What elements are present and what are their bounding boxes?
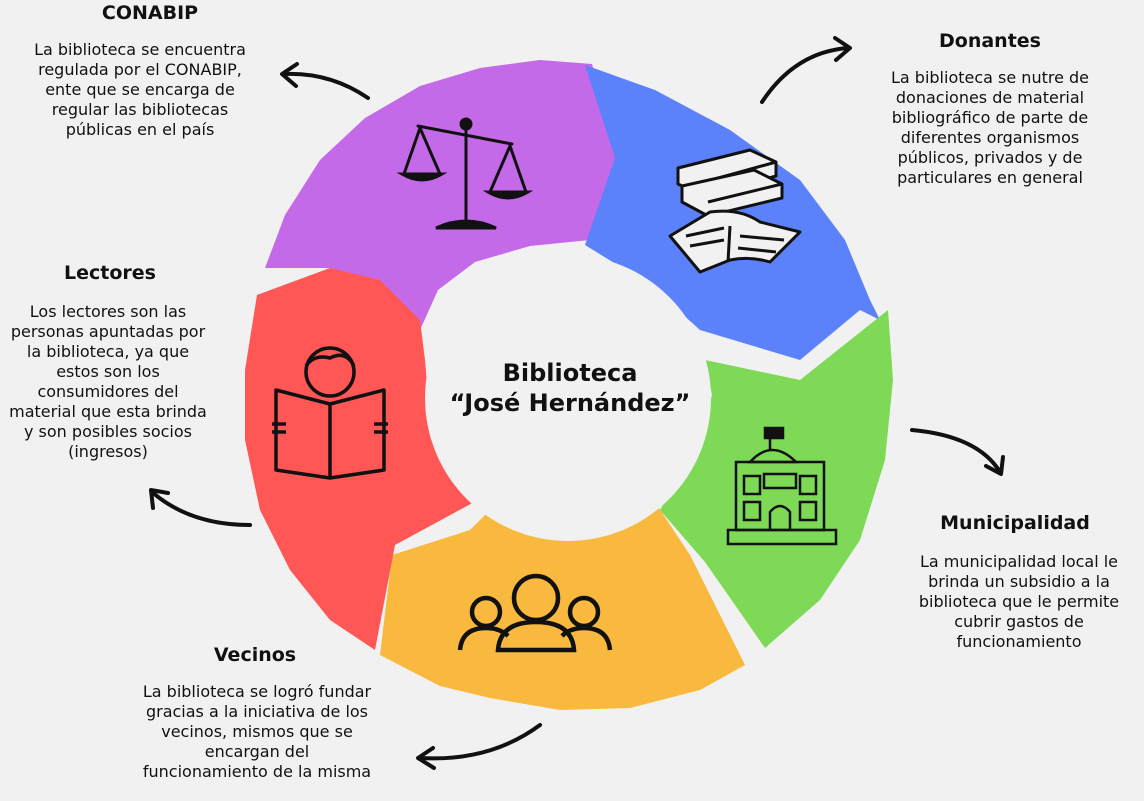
people-group-icon bbox=[457, 573, 613, 653]
center-title-line1: Biblioteca bbox=[502, 359, 638, 387]
center-title: Biblioteca “José Hernández” bbox=[430, 358, 710, 418]
title-lectores: Lectores bbox=[64, 262, 156, 284]
reader-icon bbox=[272, 346, 388, 480]
desc-vecinos: La biblioteca se logró fundar gracias a … bbox=[142, 682, 372, 781]
segment-municipalidad bbox=[660, 310, 893, 648]
title-conabip: CONABIP bbox=[101, 2, 199, 24]
arrow-to-vecinos bbox=[416, 723, 542, 770]
desc-conabip: La biblioteca se encuentra regulada por … bbox=[34, 40, 246, 139]
desc-municipalidad: La municipalidad local le brinda un subs… bbox=[918, 552, 1120, 651]
arrow-to-municipalidad bbox=[910, 428, 1005, 476]
arrow-to-donantes bbox=[760, 36, 852, 104]
desc-lectores: Los lectores son las personas apuntadas … bbox=[9, 302, 207, 461]
center-title-line2: “José Hernández” bbox=[449, 389, 691, 417]
segment-conabip bbox=[265, 60, 618, 330]
scales-icon bbox=[396, 117, 534, 230]
title-vecinos: Vecinos bbox=[213, 644, 297, 666]
books-icon bbox=[668, 148, 802, 274]
arrow-to-lectores bbox=[149, 488, 252, 527]
arrow-to-conabip bbox=[280, 62, 370, 100]
segment-vecinos bbox=[380, 502, 745, 710]
center-circle bbox=[425, 255, 711, 541]
municipal-building-icon bbox=[726, 426, 838, 546]
desc-donantes: La biblioteca se nutre de donaciones de … bbox=[890, 68, 1090, 187]
title-municipalidad: Municipalidad bbox=[940, 512, 1090, 534]
title-donantes: Donantes bbox=[939, 30, 1041, 52]
segment-lectores bbox=[245, 268, 478, 650]
